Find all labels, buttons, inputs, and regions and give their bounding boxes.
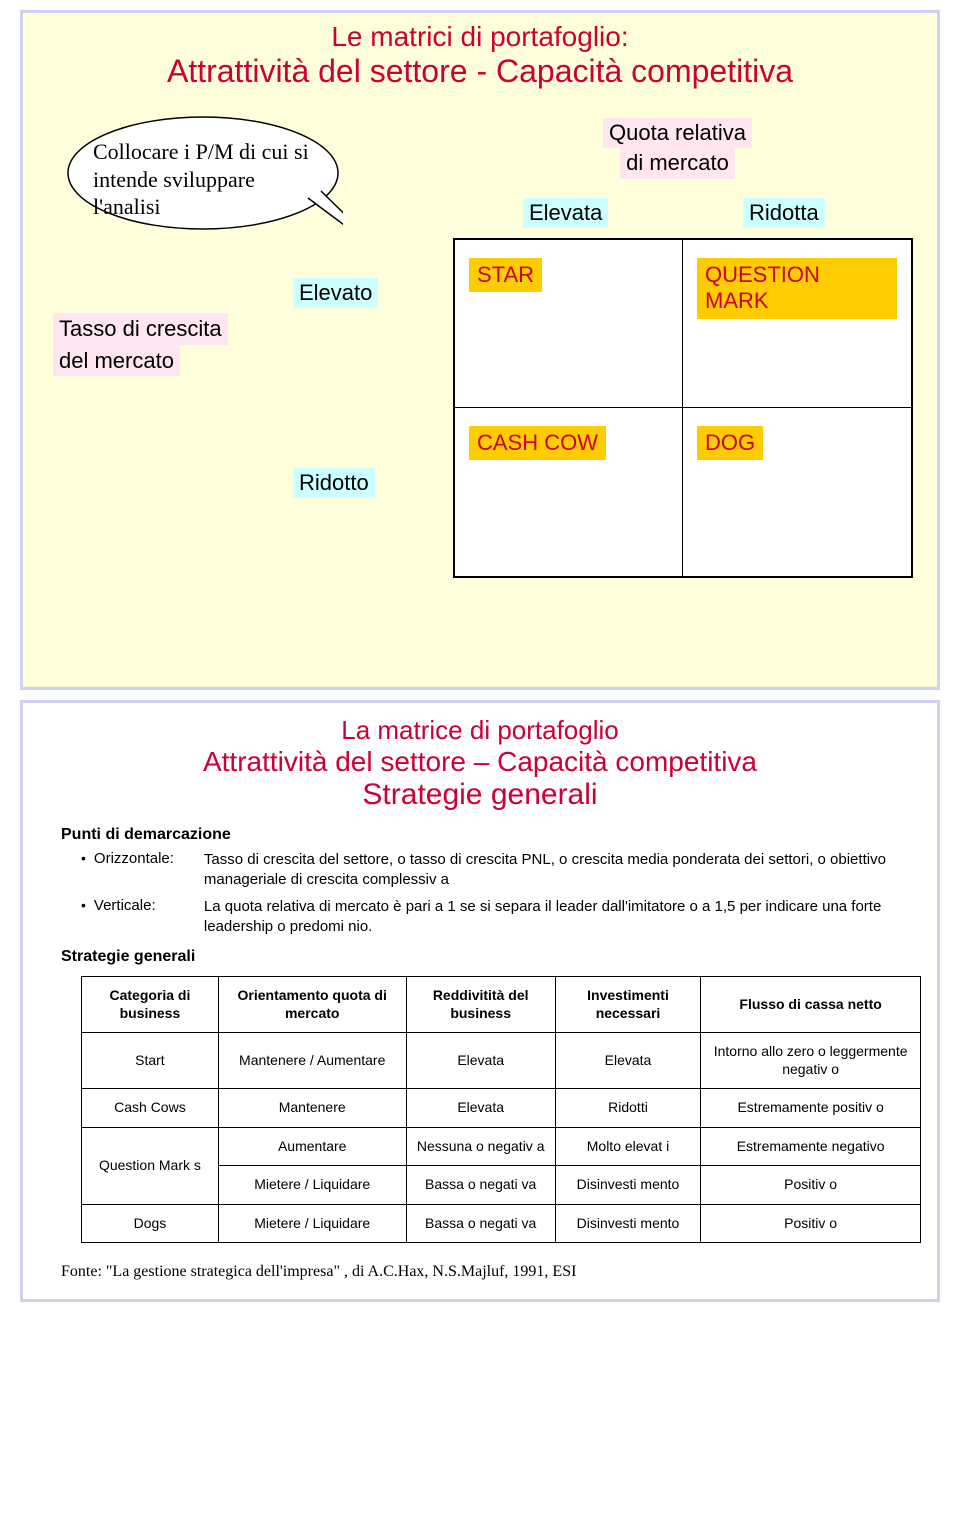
- td-cell: Aumentare: [218, 1127, 406, 1166]
- slide-strategies: La matrice di portafoglio Attrattività d…: [20, 700, 940, 1302]
- slide-bcg-matrix: Le matrici di portafoglio: Attrattività …: [20, 10, 940, 690]
- td-cell: Nessuna o negativ a: [406, 1127, 555, 1166]
- td-cell: Mantenere / Aumentare: [218, 1033, 406, 1089]
- growth-rate-label: Tasso di crescita del mercato: [53, 313, 228, 376]
- bullet-icon: •: [81, 850, 86, 889]
- th-reddivitita: Reddivitità del business: [406, 977, 555, 1033]
- punti-demarcazione-head: Punti di demarcazione: [61, 826, 929, 844]
- speech-bubble-text: Collocare i P/M di cui si intende svilup…: [93, 138, 323, 221]
- slide1-title-line1: Le matrici di portafoglio:: [31, 21, 929, 53]
- strategies-table: Categoria di business Orientamento quota…: [81, 976, 921, 1243]
- growth-l1: Tasso di crescita: [53, 313, 228, 345]
- col-ridotta-label: Ridotta: [743, 198, 825, 228]
- quadrant-dog: DOG: [683, 408, 911, 576]
- quadrant-cash-cow: CASH COW: [455, 408, 683, 576]
- punti-verticale-row: • Verticale: La quota relativa di mercat…: [81, 897, 929, 936]
- table-row: StartMantenere / AumentareElevataElevata…: [82, 1033, 921, 1089]
- slide1-title-line2: Attrattività del settore - Capacità comp…: [31, 53, 929, 90]
- slide2-title1: La matrice di portafoglio: [31, 715, 929, 746]
- source-citation: Fonte: "La gestione strategica dell'impr…: [61, 1263, 929, 1281]
- th-flusso: Flusso di cassa netto: [701, 977, 921, 1033]
- market-share-label: Quota relativa di mercato: [603, 118, 752, 179]
- td-cell: Elevata: [406, 1089, 555, 1128]
- bcg-matrix-grid: STAR QUESTION MARK CASH COW DOG: [453, 238, 913, 578]
- market-share-l2: di mercato: [620, 148, 735, 178]
- market-share-l1: Quota relativa: [603, 118, 752, 148]
- quadrant-question-label: QUESTION MARK: [697, 258, 897, 319]
- td-cell: Mietere / Liquidare: [218, 1166, 406, 1205]
- td-cell: Elevata: [406, 1033, 555, 1089]
- speech-bubble: Collocare i P/M di cui si intende svilup…: [63, 113, 343, 243]
- quadrant-cashcow-label: CASH COW: [469, 426, 606, 460]
- td-cell: Ridotti: [555, 1089, 700, 1128]
- td-cell: Mantenere: [218, 1089, 406, 1128]
- td-cell: Disinvesti mento: [555, 1204, 700, 1243]
- verticale-desc: La quota relativa di mercato è pari a 1 …: [204, 897, 929, 936]
- slide2-title3: Strategie generali: [31, 778, 929, 812]
- quadrant-star: STAR: [455, 240, 683, 407]
- row-elevato-label: Elevato: [293, 278, 378, 308]
- table-header-row: Categoria di business Orientamento quota…: [82, 977, 921, 1033]
- quadrant-question-mark: QUESTION MARK: [683, 240, 911, 407]
- td-categoria: Start: [82, 1033, 219, 1089]
- row-ridotto-label: Ridotto: [293, 468, 375, 498]
- td-cell: Estremamente negativo: [701, 1127, 921, 1166]
- td-categoria: Dogs: [82, 1204, 219, 1243]
- td-cell: Positiv o: [701, 1204, 921, 1243]
- td-categoria: Cash Cows: [82, 1089, 219, 1128]
- th-categoria: Categoria di business: [82, 977, 219, 1033]
- td-cell: Molto elevat i: [555, 1127, 700, 1166]
- strategie-generali-head: Strategie generali: [61, 948, 929, 966]
- td-cell: Intorno allo zero o leggermente negativ …: [701, 1033, 921, 1089]
- table-row: Question Mark sAumentareNessuna o negati…: [82, 1127, 921, 1166]
- td-categoria: Question Mark s: [82, 1127, 219, 1204]
- td-cell: Bassa o negati va: [406, 1166, 555, 1205]
- bullet-icon: •: [81, 897, 86, 936]
- table-row: Cash CowsMantenereElevataRidottiEstremam…: [82, 1089, 921, 1128]
- verticale-label: Verticale:: [94, 897, 204, 936]
- td-cell: Positiv o: [701, 1166, 921, 1205]
- th-orientamento: Orientamento quota di mercato: [218, 977, 406, 1033]
- col-elevata-label: Elevata: [523, 198, 608, 228]
- td-cell: Disinvesti mento: [555, 1166, 700, 1205]
- growth-l2: del mercato: [53, 345, 180, 377]
- td-cell: Estremamente positiv o: [701, 1089, 921, 1128]
- td-cell: Mietere / Liquidare: [218, 1204, 406, 1243]
- quadrant-dog-label: DOG: [697, 426, 763, 460]
- quadrant-star-label: STAR: [469, 258, 542, 292]
- td-cell: Bassa o negati va: [406, 1204, 555, 1243]
- th-investimenti: Investimenti necessari: [555, 977, 700, 1033]
- orizzontale-desc: Tasso di crescita del settore, o tasso d…: [204, 850, 929, 889]
- slide2-title2: Attrattività del settore – Capacità comp…: [31, 746, 929, 778]
- table-row: DogsMietere / LiquidareBassa o negati va…: [82, 1204, 921, 1243]
- orizzontale-label: Orizzontale:: [94, 850, 204, 889]
- punti-orizzontale-row: • Orizzontale: Tasso di crescita del set…: [81, 850, 929, 889]
- td-cell: Elevata: [555, 1033, 700, 1089]
